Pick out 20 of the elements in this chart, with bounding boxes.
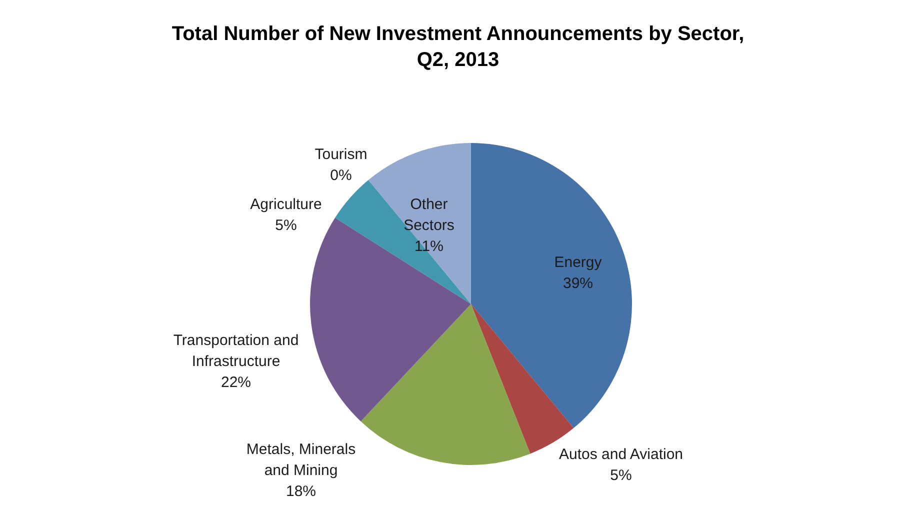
- data-label: 5%: [275, 217, 297, 234]
- data-label: 5%: [610, 467, 632, 484]
- data-label: 22%: [220, 374, 252, 391]
- slice-label: Autos and Aviation: [559, 446, 683, 463]
- slice-label: Agriculture: [250, 196, 322, 213]
- pie-slice: [471, 143, 632, 428]
- slice-label: Transportation and Infrastructure: [173, 332, 299, 370]
- pie-slice: [368, 143, 471, 304]
- slice-label: Other Sectors: [404, 196, 454, 234]
- data-label: 11%: [414, 238, 444, 255]
- pie-slice: [335, 180, 471, 304]
- slice-label: Energy: [554, 254, 602, 271]
- chart-title: Total Number of New Investment Announcements by Sector, Q2, 2013: [172, 23, 744, 71]
- pie-slice: [360, 304, 530, 465]
- text: 0%: [330, 167, 352, 184]
- pie-slice: [310, 218, 471, 422]
- slice-label: Metals, Minerals and Mining: [246, 441, 356, 479]
- data-label: 18%: [286, 483, 316, 500]
- data-label: 39%: [562, 275, 594, 292]
- category-label: Tourism: [314, 146, 368, 163]
